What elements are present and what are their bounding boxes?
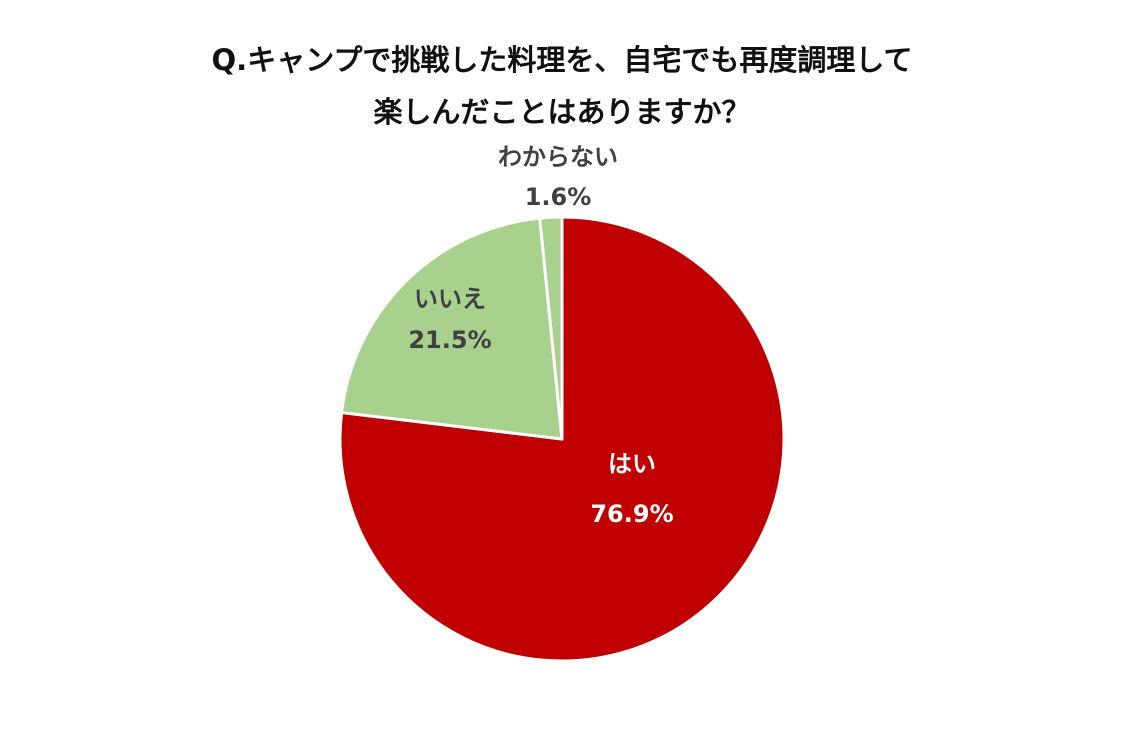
slice-category-label-2: いいえ [414,285,486,313]
slice-labels: はい 76.9% いいえ 21.5% わからない 1.6% [408,143,673,528]
slice-value-label-2: 21.5% [408,326,491,354]
slice-category-label-1: はい [608,450,656,478]
pie-slice-3 [538,215,564,441]
chart-title-line-1: Q.キャンプで挑戦した料理を、自宅でも再度調理して [211,43,913,77]
chart-title: Q.キャンプで挑戦した料理を、自宅でも再度調理して 楽しんだことはありますか？ [0,34,1124,138]
pie-slice-2 [340,216,564,441]
slice-category-label-3: わからない [498,143,618,171]
pie-slices [338,215,786,663]
pie-slice-1 [338,215,786,663]
slice-value-label-3: 1.6% [525,183,592,211]
slice-value-label-1: 76.9% [590,500,673,528]
chart-title-line-2: 楽しんだことはありますか？ [373,95,751,129]
